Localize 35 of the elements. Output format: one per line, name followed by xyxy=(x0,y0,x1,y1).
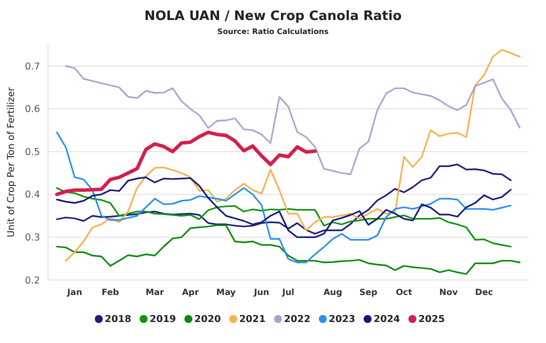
x-tick-label: Feb xyxy=(102,288,119,298)
x-tick-label: Dec xyxy=(475,288,494,298)
x-tick-label: Mar xyxy=(146,288,165,298)
x-tick-label: Jul xyxy=(281,288,294,298)
y-tick-label: 0.2 xyxy=(24,275,40,286)
line-series xyxy=(65,65,520,176)
legend-label: 2020 xyxy=(194,314,222,325)
legend-label: 2019 xyxy=(150,314,176,325)
x-tick-label: Apr xyxy=(182,288,200,298)
x-tick-label: Jan xyxy=(66,288,82,298)
line-series xyxy=(55,130,317,196)
legend-label: 2022 xyxy=(284,314,310,325)
legend-label: 2021 xyxy=(239,314,266,325)
y-tick-label: 0.4 xyxy=(24,190,40,201)
y-tick-label: 0.3 xyxy=(24,232,40,244)
x-tick-label: Aug xyxy=(323,288,342,298)
y-axis-title: Unit of Crop Per Ton of Fertilizer xyxy=(6,87,17,238)
x-tick-label: Oct xyxy=(396,288,412,298)
legend-label: 2023 xyxy=(328,314,356,325)
x-tick-label: Nov xyxy=(439,288,458,298)
x-tick-label: May xyxy=(216,288,236,298)
legend-label: 2025 xyxy=(418,314,445,325)
y-tick-label: 0.5 xyxy=(24,146,40,158)
y-tick-label: 0.6 xyxy=(24,104,40,116)
line-series xyxy=(56,224,520,275)
y-tick-label: 0.7 xyxy=(24,61,40,72)
line-series xyxy=(56,187,512,248)
x-tick-label: Sep xyxy=(359,288,378,298)
legend-label: 2018 xyxy=(104,314,132,325)
line-series xyxy=(56,164,512,235)
x-tick-label: Jun xyxy=(252,288,270,298)
line-series xyxy=(65,48,520,262)
line-series xyxy=(56,132,512,264)
chart-title: NOLA UAN / New Crop Canola Ratio xyxy=(144,9,402,24)
legend-label: 2024 xyxy=(374,314,400,325)
